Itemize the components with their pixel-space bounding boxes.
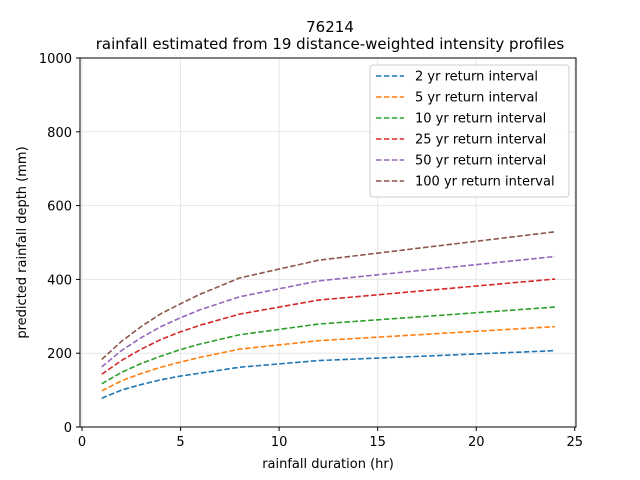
legend: 2 yr return interval 5 yr return interval… bbox=[369, 64, 570, 198]
x-tick-label: 5 bbox=[176, 435, 184, 450]
series-line-4 bbox=[101, 278, 556, 375]
series-line-6 bbox=[101, 231, 556, 361]
x-tick-label: 15 bbox=[369, 435, 386, 450]
y-tick-label: 800 bbox=[47, 126, 72, 141]
series-line-3 bbox=[101, 306, 556, 385]
x-tick-label: 25 bbox=[567, 435, 584, 450]
x-axis-label: rainfall duration (hr) bbox=[262, 457, 394, 472]
x-tick-label: 0 bbox=[78, 435, 86, 450]
x-tick-label: 20 bbox=[468, 435, 485, 450]
y-tick-label: 1000 bbox=[39, 52, 72, 67]
y-axis-label: predicted rainfall depth (mm) bbox=[15, 146, 30, 338]
y-tick-label: 600 bbox=[47, 200, 72, 215]
chart-title: 76214 bbox=[306, 18, 354, 36]
axis-ticks: 0 5 10 15 20 25 0 200 400 600 800 1000 bbox=[39, 52, 583, 450]
legend-box bbox=[369, 64, 570, 198]
y-tick-label: 0 bbox=[64, 421, 72, 436]
chart-subtitle: rainfall estimated from 19 distance-weig… bbox=[96, 35, 565, 53]
legend-label: 50 yr return interval bbox=[415, 154, 546, 169]
legend-label: 25 yr return interval bbox=[415, 133, 546, 148]
legend-label: 10 yr return interval bbox=[415, 112, 546, 127]
x-tick-label: 10 bbox=[271, 435, 288, 450]
series-line-5 bbox=[101, 255, 556, 368]
y-tick-label: 200 bbox=[47, 347, 72, 362]
plot-frame bbox=[79, 57, 577, 428]
legend-label: 2 yr return interval bbox=[415, 70, 538, 85]
legend-label: 5 yr return interval bbox=[415, 91, 538, 106]
series-line-2 bbox=[101, 325, 556, 392]
legend-label: 100 yr return interval bbox=[415, 175, 555, 190]
series-lines bbox=[101, 231, 556, 399]
y-tick-label: 400 bbox=[47, 273, 72, 288]
series-line-1 bbox=[101, 349, 556, 399]
